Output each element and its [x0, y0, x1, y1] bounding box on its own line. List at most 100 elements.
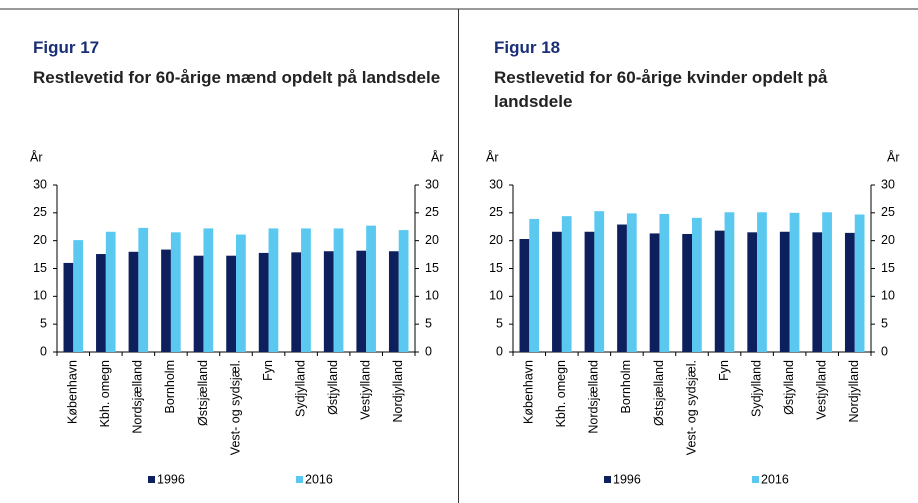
legend-swatch — [296, 476, 303, 483]
y2-tick-label: 10 — [881, 289, 895, 303]
bar — [236, 234, 246, 352]
y2-tick-label: 5 — [881, 316, 888, 330]
legend-label: 1996 — [157, 472, 185, 486]
x-tick-label: København — [522, 360, 536, 424]
x-tick-label: Østjylland — [326, 360, 340, 415]
bar — [626, 213, 637, 352]
x-tick-label: Vestjylland — [358, 360, 372, 420]
bar — [203, 228, 214, 352]
legend-swatch — [752, 476, 759, 483]
y-tick-label: 15 — [33, 261, 47, 275]
y2-tick-label: 20 — [881, 233, 895, 247]
legend-swatch — [604, 476, 611, 483]
x-tick-label: Vest- og sydsjæl. — [228, 360, 242, 455]
bar — [193, 255, 204, 352]
bar — [63, 262, 74, 352]
bar — [584, 231, 595, 352]
bar — [301, 228, 311, 352]
bar — [170, 232, 181, 352]
bar — [682, 233, 692, 352]
bar — [388, 251, 399, 352]
y2-tick-label: 0 — [881, 344, 888, 358]
x-tick-label: Vestjylland — [814, 360, 828, 420]
bar — [747, 232, 758, 352]
y2-tick-label: 5 — [425, 316, 432, 330]
bar — [398, 230, 409, 352]
y-tick-label: 30 — [33, 177, 47, 191]
y-axis-label: År — [30, 149, 43, 164]
y2-tick-label: 30 — [425, 177, 439, 191]
x-tick-label: Kbh. omegn — [554, 360, 568, 427]
chart-title: Restlevetid for 60-årige kvinder opdelt … — [494, 68, 828, 111]
y2-tick-label: 15 — [425, 261, 439, 275]
bar — [649, 233, 660, 352]
y2-tick-label: 10 — [425, 289, 439, 303]
y-tick-label: 10 — [489, 289, 503, 303]
x-tick-label: Østsjælland — [652, 360, 666, 426]
figure-label: Figur 17 — [33, 38, 100, 57]
y2-tick-label: 20 — [425, 233, 439, 247]
bar — [366, 225, 376, 352]
bar — [757, 212, 767, 352]
bar — [138, 227, 149, 352]
bar — [854, 214, 865, 352]
legend-swatch — [148, 476, 155, 483]
legend-label: 2016 — [761, 472, 789, 486]
bar — [128, 251, 139, 352]
bar — [291, 252, 302, 352]
bar — [323, 251, 334, 352]
legend-label: 1996 — [613, 472, 641, 486]
bar — [789, 212, 800, 352]
figure-label: Figur 18 — [494, 38, 561, 57]
y-tick-label: 15 — [489, 261, 503, 275]
bar — [724, 212, 735, 352]
bar — [333, 228, 344, 352]
bar — [617, 224, 627, 352]
legend-label: 2016 — [305, 472, 333, 486]
bar — [714, 230, 725, 352]
y2-axis-label: År — [431, 149, 444, 164]
bar — [844, 232, 855, 352]
y2-tick-label: 30 — [881, 177, 895, 191]
bar — [258, 252, 269, 352]
y-tick-label: 0 — [40, 344, 47, 358]
x-tick-label: Nordjylland — [391, 360, 405, 423]
y2-tick-label: 25 — [425, 205, 439, 219]
bar — [161, 249, 171, 352]
x-tick-label: Vest- og sydsjæl. — [684, 360, 698, 455]
y-tick-label: 25 — [489, 205, 503, 219]
bar — [779, 231, 790, 352]
bar — [552, 231, 562, 352]
bar — [561, 216, 572, 352]
y-tick-label: 30 — [489, 177, 503, 191]
bar — [659, 213, 670, 352]
x-tick-label: Fyn — [261, 360, 275, 381]
bar — [519, 238, 530, 352]
y2-tick-label: 25 — [881, 205, 895, 219]
x-tick-label: Østsjælland — [196, 360, 210, 426]
bar — [226, 255, 236, 352]
y-axis-label: År — [486, 149, 499, 164]
bar — [822, 212, 832, 352]
y-tick-label: 25 — [33, 205, 47, 219]
x-tick-label: Nordjylland — [847, 360, 861, 423]
chart-title: Restlevetid for 60-årige mænd opdelt på … — [33, 68, 441, 87]
y2-tick-label: 15 — [881, 261, 895, 275]
x-tick-label: Nordsjælland — [131, 360, 145, 434]
y-tick-label: 20 — [33, 233, 47, 247]
x-tick-label: Fyn — [717, 360, 731, 381]
x-tick-label: Nordsjælland — [587, 360, 601, 434]
y-tick-label: 0 — [496, 344, 503, 358]
x-tick-label: Bornholm — [619, 360, 633, 414]
y-tick-label: 20 — [489, 233, 503, 247]
bar — [105, 231, 116, 352]
x-tick-label: Kbh. omegn — [98, 360, 112, 427]
x-tick-label: Bornholm — [163, 360, 177, 414]
y2-axis-label: År — [887, 149, 900, 164]
y-tick-label: 5 — [40, 316, 47, 330]
x-tick-label: Sydjylland — [293, 360, 307, 417]
bar — [529, 218, 540, 352]
x-tick-label: København — [66, 360, 80, 424]
